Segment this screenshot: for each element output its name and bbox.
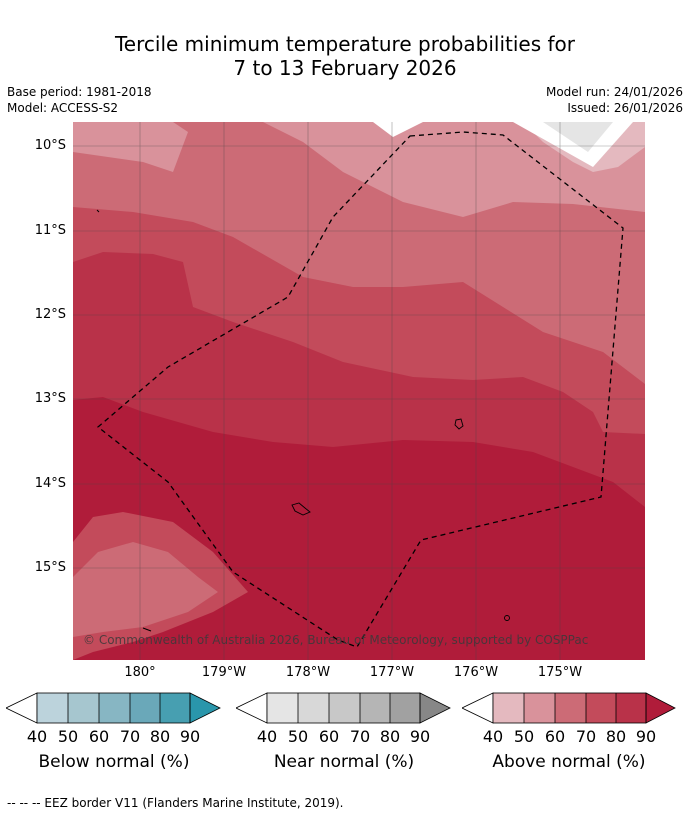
legend-below-tick-40: 40 bbox=[26, 727, 48, 746]
legend-above-tick-50: 50 bbox=[513, 727, 535, 746]
legend-near-swatch-5 bbox=[390, 693, 420, 723]
legend-near-tick-40: 40 bbox=[256, 727, 278, 746]
island-5 bbox=[96, 209, 100, 213]
legend-near-tick-80: 80 bbox=[379, 727, 401, 746]
legend-above-tick-70: 70 bbox=[575, 727, 597, 746]
lat-label-15s: 15°S bbox=[34, 560, 66, 575]
band-near-grey bbox=[543, 122, 613, 152]
lon-label-179w: 179°W bbox=[201, 665, 247, 680]
legend-above-under bbox=[462, 692, 494, 724]
island-4 bbox=[142, 627, 152, 632]
legend-below-over bbox=[189, 692, 221, 724]
meta-left: Base period: 1981-2018 Model: ACCESS-S2 bbox=[7, 84, 152, 116]
legend-above-swatch-3 bbox=[555, 693, 586, 723]
model-run: Model run: 24/01/2026 bbox=[545, 85, 683, 99]
legend-above-colorbar bbox=[462, 692, 676, 724]
legend-below-swatch-2 bbox=[68, 693, 99, 723]
legend-below-tick-90: 90 bbox=[179, 727, 201, 746]
chart-title: Tercile minimum temperature probabilitie… bbox=[0, 32, 690, 80]
model-name: Model: ACCESS-S2 bbox=[7, 101, 119, 115]
legend-above-tick-60: 60 bbox=[544, 727, 566, 746]
island-2 bbox=[291, 502, 311, 516]
lat-label-14s: 14°S bbox=[34, 476, 66, 491]
map-svg bbox=[73, 122, 645, 660]
eez-border bbox=[96, 131, 624, 648]
band-above-60-lower-left bbox=[73, 542, 218, 637]
legend-below-tick-60: 60 bbox=[88, 727, 110, 746]
legend-near-swatch-1 bbox=[267, 693, 298, 723]
lat-label-11s: 11°S bbox=[34, 223, 66, 238]
legend-below-swatch-3 bbox=[99, 693, 130, 723]
island-1 bbox=[454, 418, 464, 430]
legend-below-tick-70: 70 bbox=[119, 727, 141, 746]
lon-label-178w: 178°W bbox=[285, 665, 331, 680]
legend-near-tick-60: 60 bbox=[318, 727, 340, 746]
legend-near-swatch-3 bbox=[329, 693, 360, 723]
legend-near-under bbox=[236, 692, 268, 724]
legend-above-swatch-4 bbox=[586, 693, 616, 723]
legend-near-over bbox=[419, 692, 451, 724]
legend-below-colorbar bbox=[6, 692, 221, 724]
legend-below-title: Below normal (%) bbox=[38, 752, 190, 772]
legend-above-swatch-5 bbox=[616, 693, 646, 723]
legend-above-tick-40: 40 bbox=[482, 727, 504, 746]
legend-near-title: Near normal (%) bbox=[273, 752, 415, 772]
eez-footnote: -- -- -- EEZ border V11 (Flanders Marine… bbox=[7, 796, 344, 810]
legend-above-over bbox=[645, 692, 676, 724]
legend-below-swatch-5 bbox=[160, 693, 190, 723]
legend-below-tick-80: 80 bbox=[149, 727, 171, 746]
legend-above-title: Above normal (%) bbox=[492, 752, 646, 772]
map-panel: © Commonwealth of Australia 2026, Bureau… bbox=[73, 122, 645, 660]
meta-right: Model run: 24/01/2026 Issued: 26/01/2026 bbox=[546, 84, 683, 116]
legend-below-swatch-1 bbox=[37, 693, 68, 723]
legend-above-swatch-1 bbox=[493, 693, 524, 723]
legend-near-colorbar bbox=[236, 692, 451, 724]
title-line-2: 7 to 13 February 2026 bbox=[233, 56, 457, 80]
lon-label-176w: 176°W bbox=[453, 665, 499, 680]
copyright-note: © Commonwealth of Australia 2026, Bureau… bbox=[83, 633, 589, 647]
lon-label-175w: 175°W bbox=[537, 665, 583, 680]
title-line-1: Tercile minimum temperature probabilitie… bbox=[114, 32, 576, 56]
legend-below-under bbox=[6, 692, 38, 724]
legend-near-swatch-4 bbox=[360, 693, 390, 723]
issued-date: Issued: 26/01/2026 bbox=[567, 101, 683, 115]
legend-below-swatch-4 bbox=[130, 693, 160, 723]
legend-above-tick-90: 90 bbox=[635, 727, 657, 746]
lat-label-13s: 13°S bbox=[34, 391, 66, 406]
legend-near-tick-50: 50 bbox=[287, 727, 309, 746]
band-above-40-notch bbox=[373, 122, 423, 137]
lon-label-177w: 177°W bbox=[369, 665, 415, 680]
base-period: Base period: 1981-2018 bbox=[7, 85, 152, 99]
legend-near-tick-90: 90 bbox=[409, 727, 431, 746]
legend-above-swatch-2 bbox=[524, 693, 555, 723]
band-above-50-top-left bbox=[73, 122, 188, 172]
legend-near-tick-70: 70 bbox=[349, 727, 371, 746]
legend-below-tick-50: 50 bbox=[57, 727, 79, 746]
island-3 bbox=[504, 615, 510, 621]
legend-near-swatch-2 bbox=[298, 693, 329, 723]
legend-above-tick-80: 80 bbox=[605, 727, 627, 746]
lat-label-12s: 12°S bbox=[34, 307, 66, 322]
lon-label-180: 180° bbox=[124, 665, 156, 680]
lat-label-10s: 10°S bbox=[34, 138, 66, 153]
